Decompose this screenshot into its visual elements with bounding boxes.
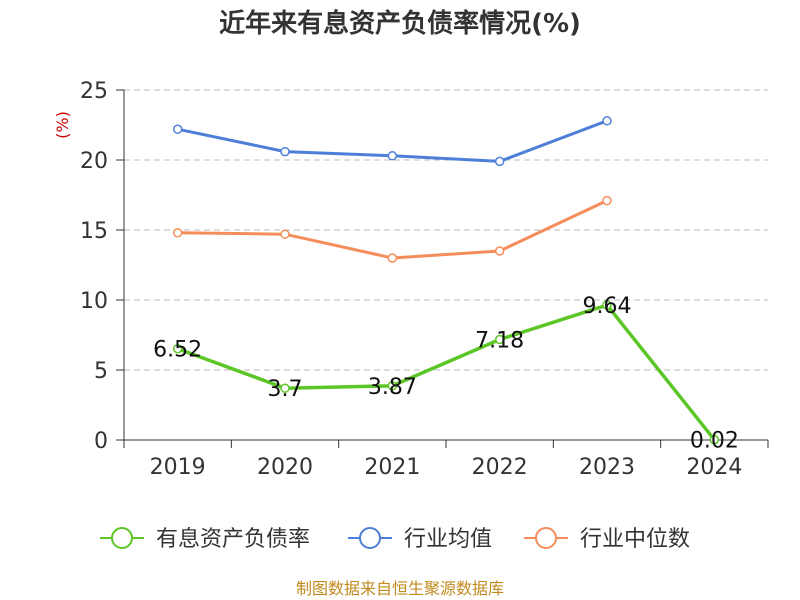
x-tick-label: 2019	[150, 455, 206, 480]
data-point	[172, 228, 183, 238]
y-tick-label: 5	[94, 359, 108, 384]
series-0	[172, 300, 720, 445]
x-tick-label: 2024	[686, 455, 742, 480]
data-label: 3.7	[268, 377, 303, 402]
x-tick-label: 2022	[472, 455, 528, 480]
y-tick-label: 20	[80, 149, 108, 174]
y-axis-unit-label: (%)	[53, 111, 72, 139]
legend-marker	[359, 527, 381, 549]
series-1	[172, 116, 612, 167]
x-tick-label: 2021	[364, 455, 420, 480]
x-tick-label: 2023	[579, 455, 635, 480]
series-line	[177, 303, 716, 441]
legend-item: 有息资产负债率	[100, 527, 310, 552]
data-point	[709, 434, 720, 445]
axis-layer: 0 5 10 15 20 25 2019 2020 2021 2022 2023 2024	[80, 79, 769, 480]
grid-layer	[124, 89, 768, 371]
legend-item: 行业中位数	[524, 527, 690, 552]
data-point	[280, 229, 290, 239]
data-point	[602, 195, 612, 206]
data-label-layer: 6.52 3.7 3.87 7.18 9.64 0.02	[153, 294, 739, 454]
data-point	[494, 156, 505, 167]
data-point	[494, 334, 505, 345]
data-point	[387, 151, 398, 161]
y-tick-label: 0	[94, 429, 108, 454]
data-label: 0.02	[690, 429, 739, 454]
y-tick-label: 10	[80, 289, 108, 314]
chart-title: 近年来有息资产负债率情况(%)	[219, 8, 581, 39]
data-point	[387, 381, 398, 391]
data-label: 6.52	[153, 338, 202, 363]
data-point	[387, 253, 398, 263]
data-point	[494, 246, 505, 256]
legend: 有息资产负债率 行业均值 行业中位数	[100, 527, 690, 552]
data-point	[280, 146, 290, 157]
series-2	[172, 195, 612, 263]
legend-marker	[535, 527, 557, 549]
data-point	[602, 300, 612, 310]
legend-label: 有息资产负债率	[156, 527, 310, 552]
x-tick-label: 2020	[257, 455, 313, 480]
data-point	[280, 383, 290, 393]
data-point	[602, 116, 612, 126]
legend-item: 行业均值	[348, 527, 492, 552]
legend-label: 行业中位数	[580, 527, 690, 552]
data-label: 3.87	[368, 375, 417, 400]
data-label: 7.18	[475, 328, 524, 353]
source-note: 制图数据来自恒生聚源数据库	[296, 579, 504, 598]
data-point	[172, 124, 183, 134]
data-point	[172, 343, 183, 354]
y-tick-label: 25	[80, 79, 108, 104]
data-label: 9.64	[583, 294, 632, 319]
series-line	[177, 199, 608, 260]
series-layer	[172, 116, 720, 445]
legend-marker	[111, 527, 133, 549]
legend-label: 行业均值	[404, 527, 492, 552]
y-tick-label: 15	[80, 219, 108, 244]
